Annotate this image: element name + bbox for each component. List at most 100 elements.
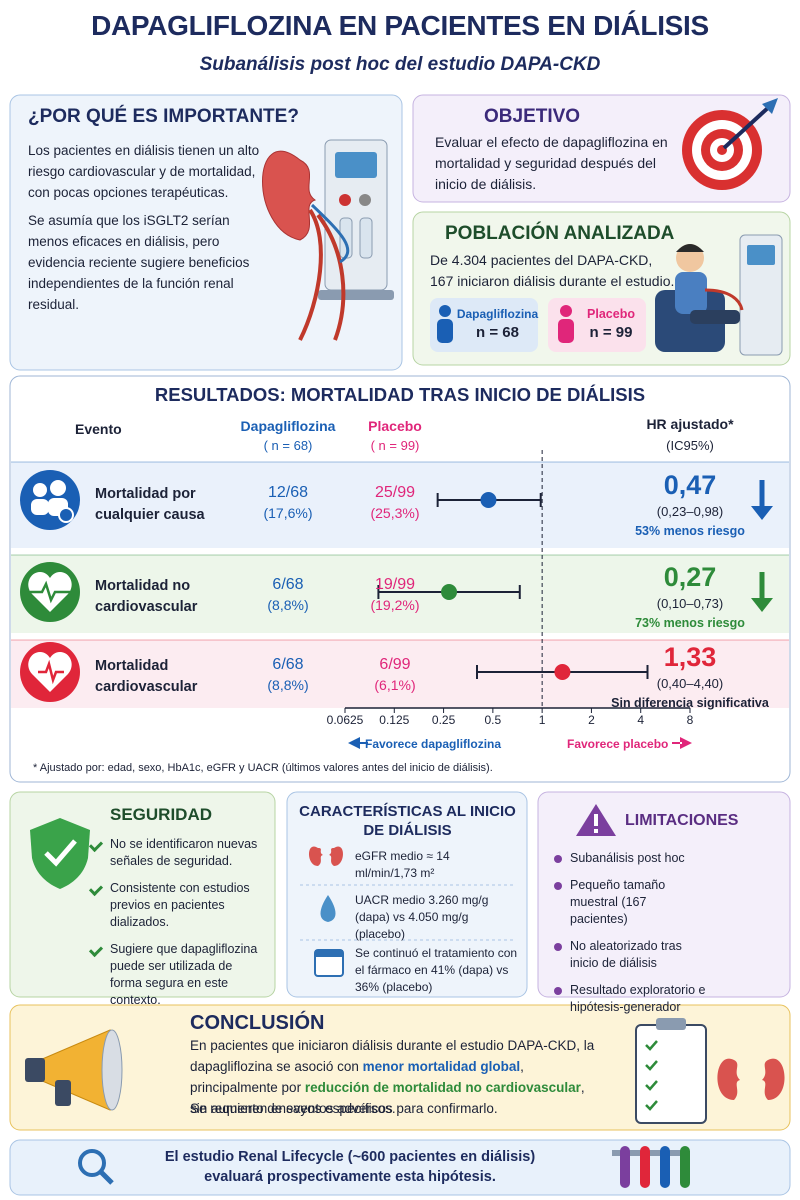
column-header: Evento [75,421,122,437]
favors-right: Favorece placebo [567,737,669,751]
baseline-item: Se continuó el tratamiento con el fármac… [355,946,518,994]
dapa-pct: (17,6%) [263,505,313,521]
column-header: Dapagliflozina [240,418,336,434]
placebo-count: 25/99 [374,484,416,501]
favors-left: Favorece dapagliflozina [365,737,502,751]
placebo-pct: (6,1%) [374,677,416,693]
x-tick-label: 0.25 [432,713,456,727]
baseline-item: eGFR medio ≈ 14 ml/min/1,73 m² [355,849,450,880]
section-title: SEGURIDAD [110,805,213,824]
group-n: n = 99 [589,324,633,341]
footnote: * Ajustado por: edad, sexo, HbA1c, eGFR … [33,762,493,774]
hr-point [554,664,571,680]
hr-ci: (0,40–4,40) [656,676,724,691]
dapa-pct: (8,8%) [267,597,309,613]
dapa-count: 6/68 [272,576,304,593]
conclusion-icons [25,1018,785,1188]
title: DAPAGLIFLOZINA EN PACIENTES EN DIÁLISIS [91,10,709,41]
dapa-pct: (8,8%) [267,677,309,693]
hr-value: 1,33 [663,642,717,672]
paragraph: Los pacientes en diálisis tienen un alto… [28,143,260,200]
list: No se identificaron nuevas señales de se… [90,836,260,1019]
event-label: Mortalidad no cardiovascular [95,578,198,615]
hr-value: 0,47 [663,470,717,500]
favors-arrow [672,737,692,749]
section-title: RESULTADOS: MORTALIDAD TRAS INICIO DE DI… [154,384,646,405]
section-title: OBJETIVO [484,106,581,127]
x-tick-label: 0.0625 [327,713,364,727]
hr-ci: (0,10–0,73) [656,596,724,611]
list: Subanálisis post hoc Pequeño tamaño mues… [550,850,775,1026]
placebo-pct: (25,3%) [370,505,420,521]
conclusion-text: En pacientes que iniciaron diálisis dura… [190,1035,600,1119]
column-header: (IC95%) [666,438,714,453]
section-title: ¿POR QUÉ ES IMPORTANTE? [28,106,299,127]
column-header: ( n = 68) [263,438,313,453]
paragraph: De 4.304 pacientes del DAPA-CKD, 167 ini… [430,252,675,289]
list-item: Pequeño tamaño muestral (167 pacientes) [550,877,700,928]
patient-illustration [655,234,783,356]
dialysis-illustration [262,139,394,341]
box-footer [9,1139,791,1196]
hr-note: 73% menos riesgo [635,616,745,630]
list-item: Resultado exploratorio e hipótesis-gener… [550,982,720,1016]
group-name: Placebo [587,307,635,321]
row-icons [20,470,80,702]
paragraph: Se asumía que los iSGLT2 serían menos ef… [28,213,250,312]
placebo-pct: (19,2%) [370,597,420,613]
box-conclusion [9,1004,791,1131]
placebo-count: 6/99 [379,656,411,673]
forest-plot: 0.0625 0.125 0.25 0.5 1 2 4 8 [327,450,773,749]
x-tick-label: 0.125 [379,713,409,727]
box-baseline [286,791,528,998]
paragraph: Evaluar el efecto de dapagliflozina en m… [435,134,668,192]
x-tick-label: 0.5 [485,713,502,727]
event-label: Mortalidad por cualquier causa [95,486,205,523]
list-item: Consistente con estudios previos en paci… [90,880,260,931]
list-item: Subanálisis post hoc [550,850,775,867]
hr-value: 0,27 [663,562,717,592]
text: En pacientes que iniciaron diálisis dura… [190,1038,595,1074]
footer-text: El estudio Renal Lifecycle (~600 pacient… [164,1149,536,1185]
subtitle: Subanálisis post hoc del estudio DAPA-CK… [199,54,601,75]
row-band [11,462,789,548]
section-icons [30,804,616,977]
text: , sin aumento de eventos adversos. [190,1080,585,1116]
hr-note: Sin diferencia significativa [611,696,769,710]
section-title: LIMITACIONES [625,812,739,829]
favors-arrow [348,737,368,749]
hr-note: 53% menos riesgo [635,524,745,538]
row-bands [11,461,789,708]
highlight: reducción de mortalidad no cardiovascula… [304,1080,581,1095]
dapa-count: 12/68 [267,484,309,501]
x-tick-label: 4 [637,713,644,727]
list-item: Sugiere que dapagliflozina puede ser uti… [90,941,260,1009]
column-header: HR ajustado* [646,416,734,432]
row-band [11,640,789,708]
target-icon [682,98,778,190]
hr-ci: (0,23–0,98) [656,504,724,519]
x-tick-label: 8 [687,713,694,727]
x-tick-label: 1 [539,713,546,727]
direction-arrow [751,506,773,520]
hr-point [441,584,458,600]
x-tick-label: 2 [588,713,595,727]
box-limitations [537,791,791,998]
row-band [11,555,789,633]
list-item: No aleatorizado tras inicio de diálisis [550,938,690,972]
section-title: CARACTERÍSTICAS AL INICIO DE DIÁLISIS [299,803,516,839]
dapa-count: 6/68 [272,656,304,673]
direction-arrow [751,598,773,612]
section-title: POBLACIÓN ANALIZADA [445,223,675,244]
list-item: No se identificaron nuevas señales de se… [90,836,260,870]
group-n: n = 68 [476,324,519,341]
conclusion-closing: Se requieren ensayos específicos para co… [190,1101,498,1116]
placebo-count: 19/99 [374,576,416,593]
text: , principalmente por [190,1059,524,1095]
highlight: menor mortalidad global [362,1059,521,1074]
event-label: Mortalidad cardiovascular [95,658,198,695]
column-header: Placebo [368,418,422,434]
hr-point [480,492,497,508]
group-name: Dapagliflozina [456,307,539,321]
